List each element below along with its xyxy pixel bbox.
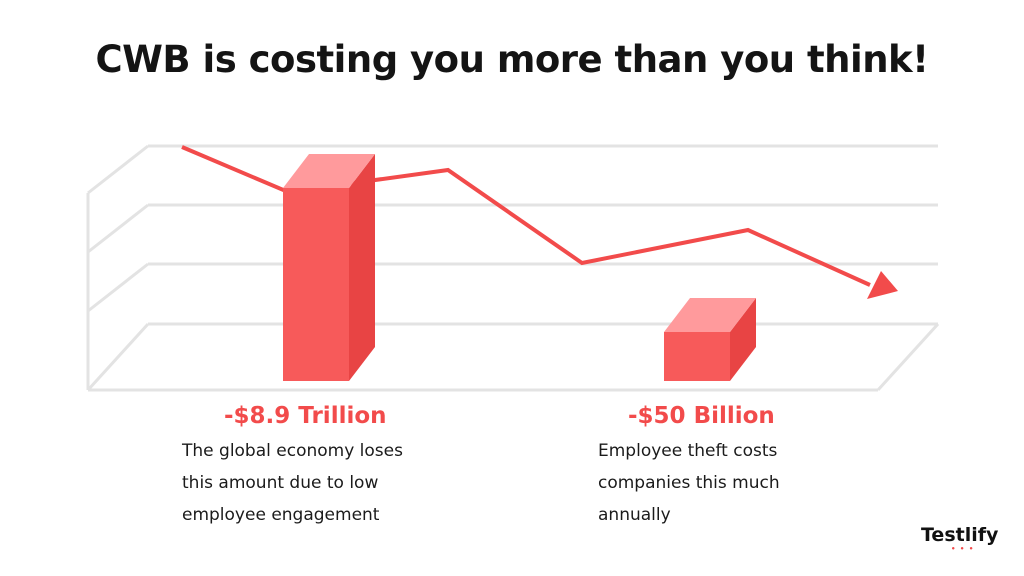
trend-arrow-icon	[867, 271, 898, 299]
stat-desc-line: companies this much	[598, 473, 780, 493]
bar-top	[664, 298, 756, 332]
logo-text: Testlify	[921, 524, 999, 546]
trend-line-path	[181, 145, 871, 287]
chart-grid	[86, 144, 940, 392]
testlify-logo: Testlify • • •	[921, 524, 999, 553]
stat-desc-line: annually	[598, 505, 671, 525]
stat-value: -$8.9 Trillion	[224, 403, 387, 429]
bar-front	[664, 332, 730, 381]
trend-line	[181, 145, 898, 299]
grid-depth-line	[87, 144, 149, 195]
stat-desc-line: this amount due to low	[182, 473, 379, 493]
grid-depth-line	[87, 203, 149, 254]
stat-desc-line: The global economy loses	[182, 441, 403, 461]
stat-trillion: -$8.9 Trillion The global economy loses …	[182, 403, 482, 531]
logo-dots: • • •	[951, 545, 975, 553]
page-title: CWB is costing you more than you think!	[95, 38, 929, 81]
stat-description: Employee theft costs companies this much…	[598, 435, 898, 531]
stat-billion: -$50 Billion Employee theft costs compan…	[598, 403, 898, 531]
stat-value: -$50 Billion	[628, 403, 775, 429]
bars-group	[283, 154, 756, 381]
stat-description: The global economy loses this amount due…	[182, 435, 482, 531]
stat-desc-line: employee engagement	[182, 505, 380, 525]
bar-top	[283, 154, 375, 188]
bar-side	[349, 154, 375, 381]
stat-desc-line: Employee theft costs	[598, 441, 778, 461]
grid-depth-line	[87, 262, 149, 313]
grid-depth-line	[86, 322, 150, 392]
bar-front	[283, 188, 349, 381]
grid-floor-right	[876, 322, 940, 392]
bar-side	[730, 298, 756, 381]
